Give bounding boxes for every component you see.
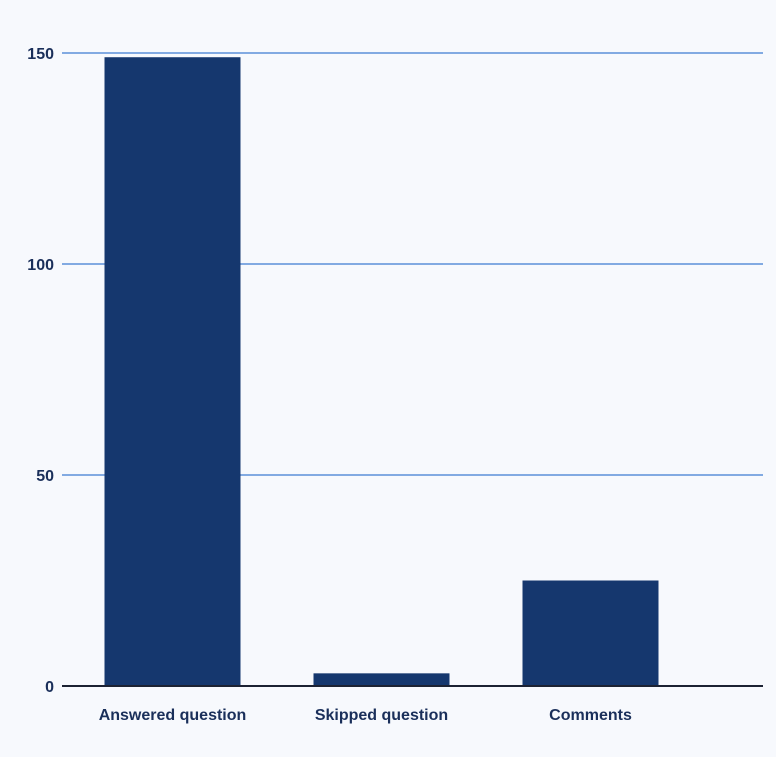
y-tick-label-50: 50 — [36, 468, 54, 485]
x-category-label: Skipped question — [315, 707, 448, 724]
y-tick-label-100: 100 — [27, 257, 54, 274]
bars — [104, 57, 659, 687]
x-category-label: Answered question — [99, 707, 247, 724]
y-tick-label-0: 0 — [45, 679, 54, 696]
bar-skipped-question — [313, 673, 450, 686]
y-tick-label-150: 150 — [27, 46, 54, 63]
bar-answered-question — [104, 57, 241, 687]
bar-comments — [522, 580, 659, 686]
x-category-label: Comments — [549, 707, 632, 724]
labels: 0 50 100 150 Answered question Skipped questi… — [27, 46, 632, 724]
